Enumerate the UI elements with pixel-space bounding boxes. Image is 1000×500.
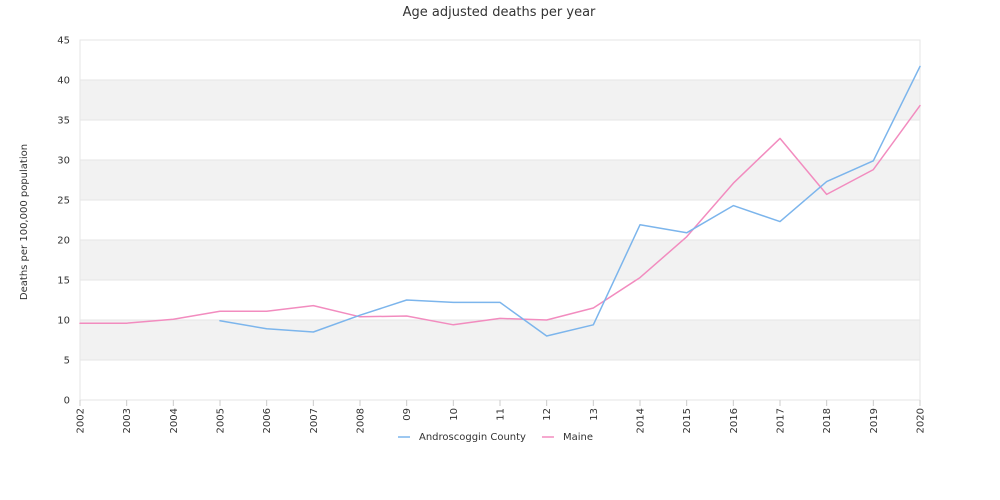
y-tick-label: 25 [57, 196, 70, 207]
x-tick-label: 2018 [822, 408, 833, 433]
x-tick-label: 13 [589, 408, 600, 421]
x-tick-label: 2006 [262, 408, 273, 433]
y-tick-label: 15 [57, 276, 70, 287]
y-tick-label: 45 [57, 36, 70, 47]
series-line-maine [79, 104, 921, 326]
series-line-androscoggin-county [219, 65, 921, 337]
x-tick-label: 2019 [869, 408, 880, 433]
x-tick-label: 2016 [729, 408, 740, 433]
plot-band [80, 80, 920, 120]
x-tick-label: 2020 [916, 408, 927, 433]
y-tick-label: 0 [64, 396, 70, 407]
x-tick-label: 2017 [776, 408, 787, 433]
x-tick-label: 10 [449, 408, 460, 421]
legend-item-maine[interactable]: Maine [541, 432, 593, 443]
legend-label: Maine [563, 432, 593, 443]
plot-band [80, 160, 920, 200]
y-tick-label: 35 [57, 116, 70, 127]
x-tick-label: 12 [542, 408, 553, 421]
y-tick-label: 30 [57, 156, 70, 167]
x-tick-label: 2005 [216, 408, 227, 433]
plot-band [80, 320, 920, 360]
x-tick-label: 2014 [636, 408, 647, 433]
legend-label: Androscoggin County [419, 432, 526, 443]
legend[interactable]: Androscoggin County Maine [398, 432, 593, 443]
y-tick-label: 5 [64, 356, 70, 367]
x-axis: 2002 2003 2004 2005 2006 2007 2008 09 10 11 12 13 20… [76, 400, 927, 433]
plot-band [80, 240, 920, 280]
y-axis-title: Deaths per 100,000 population [19, 144, 30, 300]
chart-title: Age adjusted deaths per year [403, 5, 596, 20]
y-tick-label: 10 [57, 316, 70, 327]
y-axis: 0 5 10 15 20 25 30 35 40 45 [57, 36, 70, 407]
x-tick-label: 2008 [356, 408, 367, 433]
legend-item-androscoggin-county[interactable]: Androscoggin County [398, 432, 526, 443]
x-tick-label: 2007 [309, 408, 320, 433]
series-lines [79, 65, 921, 337]
x-tick-label: 2004 [169, 408, 180, 433]
x-tick-label: 11 [496, 408, 507, 421]
x-tick-label: 2015 [682, 408, 693, 433]
x-tick-label: 09 [402, 408, 413, 421]
y-tick-label: 40 [57, 76, 70, 87]
x-tick-label: 2002 [76, 408, 87, 433]
plot-bands [80, 80, 920, 360]
x-tick-label: 2003 [122, 408, 133, 433]
y-tick-label: 20 [57, 236, 70, 247]
